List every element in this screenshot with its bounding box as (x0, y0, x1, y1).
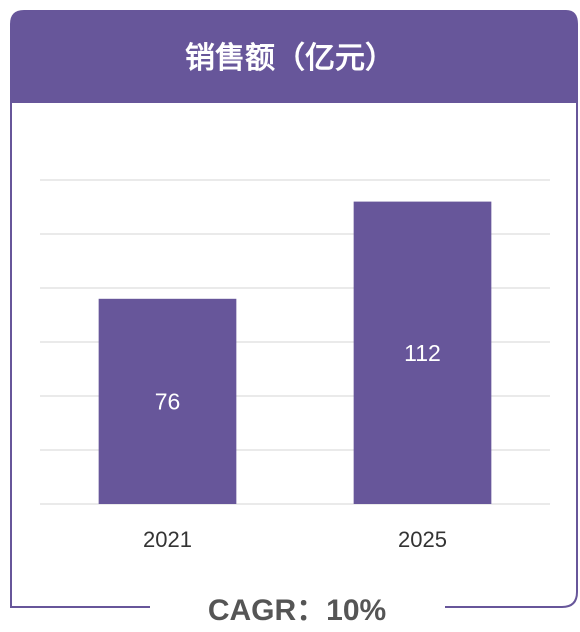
annotation: CAGR：10% (208, 594, 386, 627)
value-label: 112 (404, 340, 441, 366)
bar (98, 298, 237, 504)
chart-title: 销售额（亿元） (185, 41, 395, 75)
bar (353, 201, 492, 504)
value-label: 76 (155, 388, 181, 414)
frame (10, 103, 578, 608)
header-band (10, 10, 578, 103)
x-tick-label: 2021 (143, 527, 192, 552)
x-tick-label: 2025 (398, 527, 447, 552)
